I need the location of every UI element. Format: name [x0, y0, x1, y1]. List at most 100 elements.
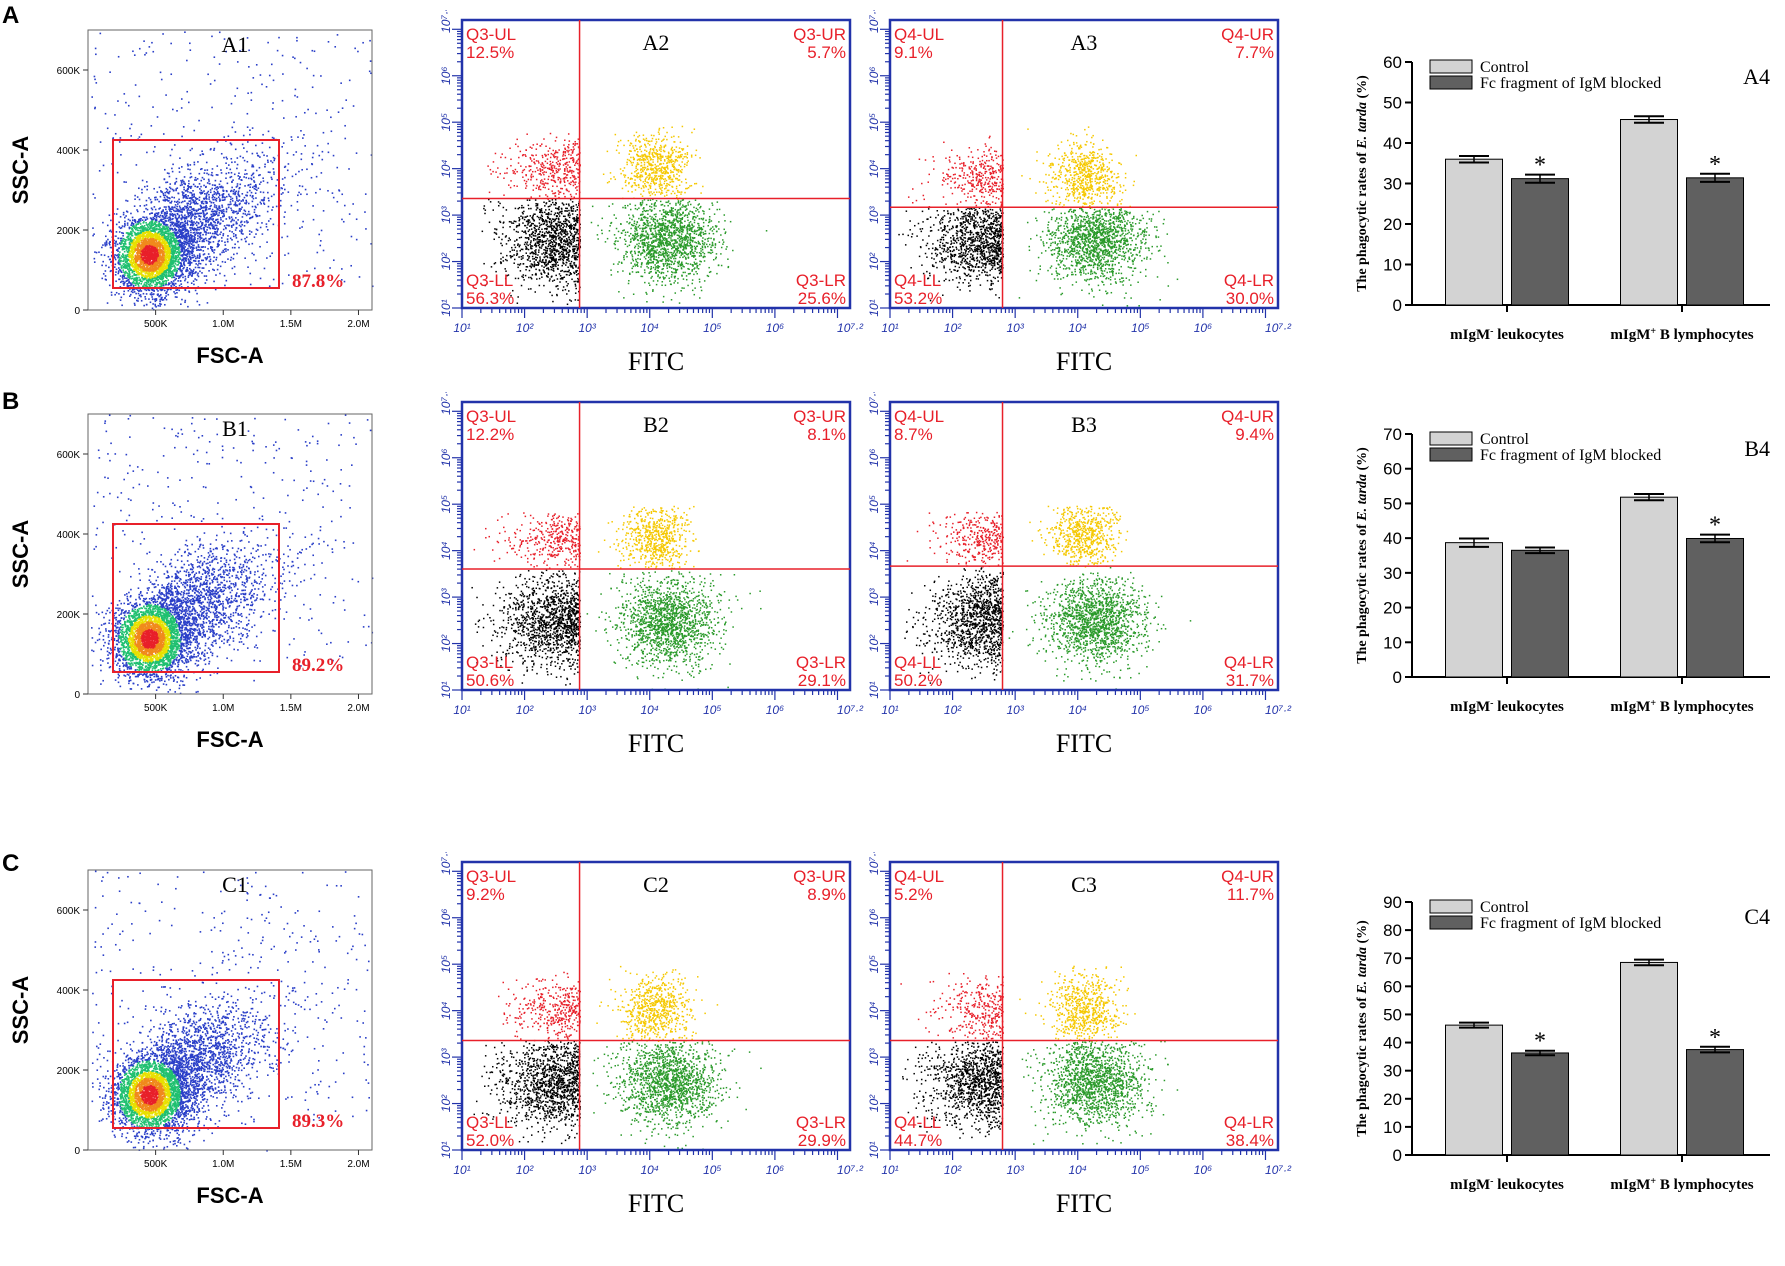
quadrant-ur-percentage: 9.4%: [1235, 425, 1274, 444]
x-tick-label: 10²: [944, 321, 962, 335]
y-tick-label: 10³: [868, 587, 881, 605]
x-category-label-superscript: -: [1490, 326, 1493, 337]
quadrant-ll-percentage: 50.2%: [894, 671, 942, 690]
y-tick-label: 10¹: [868, 681, 881, 698]
panel-label: B4: [1744, 436, 1770, 461]
x-axis-label: FITC: [628, 347, 684, 376]
y-axis-label: SSC-A: [8, 976, 33, 1045]
y-tick-label: 10²: [868, 1094, 881, 1112]
x-category-label-main: mIgM: [1450, 699, 1490, 715]
x-tick-label: 10⁴: [1068, 703, 1087, 717]
x-tick-label: 10¹: [881, 1163, 898, 1177]
legend-swatch-blocked: [1429, 447, 1473, 462]
y-tick-label: 0: [74, 690, 80, 701]
quadrant-ll-label: Q3-LL: [466, 1113, 513, 1132]
x-tick-label: 10⁴: [640, 321, 659, 335]
y-tick-label: 10¹: [440, 299, 453, 316]
x-tick-label: 10⁶: [766, 321, 784, 335]
y-tick-label: 10⁵: [868, 113, 881, 131]
x-tick-label: 10⁶: [766, 1163, 784, 1177]
y-tick-label: 10⁶: [440, 909, 453, 927]
legend-swatch-blocked: [1429, 915, 1473, 930]
x-category-label: mIgM- leukocytes: [1450, 326, 1564, 344]
quadrant-lr-label: Q4-LR: [1224, 653, 1274, 672]
x-category-label: mIgM+ B lymphocytes: [1610, 326, 1753, 344]
y-tick-label: 10: [1383, 633, 1402, 652]
y-tick-label: 10²: [440, 1094, 453, 1112]
x-tick-label: 10²: [516, 321, 534, 335]
y-tick-label: 60: [1383, 460, 1402, 479]
x-category-label-rest: B lymphocytes: [1656, 699, 1754, 715]
legend-swatch-blocked: [1429, 75, 1473, 90]
y-tick-label: 10²: [440, 252, 453, 270]
x-tick-label: 10⁴: [1068, 321, 1087, 335]
y-tick-label: 10⁴: [440, 541, 453, 560]
x-axis-label: FSC-A: [196, 727, 263, 752]
scatter-plot-b1: 500K 1.0M 1.5M 2.0M 0 200K 400K 600K 89.2% B1 FSC-…: [8, 413, 374, 752]
quadrant-ul-percentage: 9.2%: [466, 885, 505, 904]
x-tick-label: 10⁴: [1068, 1163, 1087, 1177]
panel-label: B2: [643, 412, 669, 437]
y-tick-label: 30: [1383, 1062, 1402, 1081]
y-tick-label: 10⁵: [440, 955, 453, 973]
y-tick-label: 20: [1383, 599, 1402, 618]
x-tick-label: 10⁵: [1131, 321, 1149, 335]
y-tick-label: 10²: [868, 252, 881, 270]
panel-label: B3: [1071, 412, 1097, 437]
x-category-label-main: mIgM: [1450, 327, 1490, 343]
x-tick-label: 10⁷·²: [837, 1163, 864, 1177]
x-tick-label: 10⁵: [703, 703, 721, 717]
scatter-points: [91, 31, 374, 311]
y-tick-label: 10¹: [868, 1141, 881, 1158]
y-tick-label: 40: [1383, 134, 1402, 153]
y-tick-label: 600K: [57, 450, 81, 461]
scatter-plot-a1: 500K 1.0M 1.5M 2.0M 0 200K 400K 600K 87.8% A1 FSC-…: [8, 29, 374, 368]
quadrant-ll-label: Q4-LL: [894, 271, 941, 290]
quadrant-ll-percentage: 50.6%: [466, 671, 514, 690]
quadrant-lr-percentage: 25.6%: [798, 289, 846, 308]
quadrant-ur-percentage: 8.1%: [807, 425, 846, 444]
x-tick-label: 10⁶: [766, 703, 784, 717]
x-axis-label: FITC: [628, 1189, 684, 1218]
bar-chart-b4: 0 10 20 30 40 50 60 70 The phagocytic rates of E…: [1355, 425, 1770, 715]
quadrant-ll-label: Q3-LL: [466, 271, 513, 290]
x-category-label: mIgM- leukocytes: [1450, 1176, 1564, 1194]
quadrant-ll-label: Q3-LL: [466, 653, 513, 672]
x-tick-label: 10¹: [881, 703, 898, 717]
quadrant-ur-label: Q4-UR: [1221, 867, 1274, 886]
y-tick-label: 10⁵: [440, 113, 453, 131]
x-axis-label: FITC: [1056, 729, 1112, 758]
scatter-points: [91, 414, 374, 695]
y-tick-label: 50: [1383, 494, 1402, 513]
gate-rectangle: [112, 139, 280, 289]
quadrant-ul-percentage: 8.7%: [894, 425, 933, 444]
y-tick-label: 10³: [440, 1047, 453, 1065]
x-tick-label: 500K: [144, 703, 168, 714]
y-tick-label: 0: [1393, 296, 1402, 315]
y-tick-label: 10⁷·²: [440, 10, 453, 33]
x-axis-label: FSC-A: [196, 1183, 263, 1208]
x-category-label-main: mIgM: [1610, 327, 1650, 343]
y-tick-label: 600K: [57, 66, 81, 77]
legend-swatch-control: [1429, 899, 1473, 914]
x-tick-label: 10³: [578, 1163, 596, 1177]
quadrant-ll-label: Q4-LL: [894, 653, 941, 672]
plot-frame: [87, 869, 373, 1151]
y-tick-label: 10¹: [440, 1141, 453, 1158]
bar: [1686, 1049, 1744, 1156]
x-tick-label: 10⁵: [703, 321, 721, 335]
plot-frame: [87, 29, 373, 311]
y-axis-label: The phagocytic rates of E. tarda (%): [1355, 75, 1370, 292]
x-tick-label: 1.5M: [280, 703, 302, 714]
y-tick-label: 10⁵: [868, 495, 881, 513]
x-tick-label: 10⁷·²: [1265, 703, 1292, 717]
y-tick-label: 70: [1383, 949, 1402, 968]
y-tick-label: 10⁶: [440, 67, 453, 85]
y-tick-label: 10³: [868, 205, 881, 223]
panel-label: A1: [222, 32, 249, 57]
y-tick-label: 30: [1383, 175, 1402, 194]
x-tick-label: 10⁵: [1131, 703, 1149, 717]
y-tick-label: 200K: [57, 1066, 81, 1077]
row-label-a: A: [2, 2, 19, 30]
